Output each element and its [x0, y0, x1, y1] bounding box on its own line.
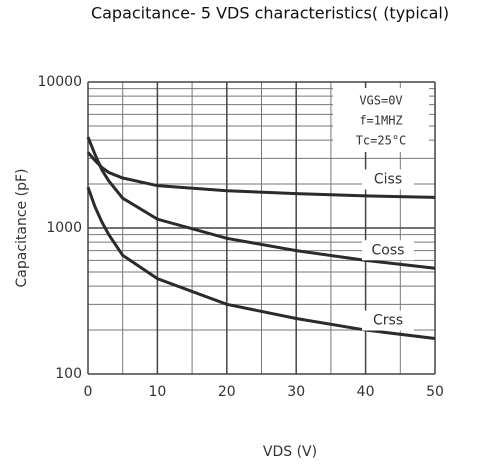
series-label: Crss [373, 313, 403, 329]
y-tick-label: 1000 [46, 220, 82, 236]
x-axis-label: VDS (V) [263, 444, 317, 460]
legend-bg [362, 310, 414, 331]
annotation: f=1MHZ [359, 114, 402, 128]
line-series [86, 186, 436, 341]
x-tick-label: 20 [218, 384, 236, 400]
series-label: Ciss [374, 171, 402, 187]
line-series [86, 136, 436, 270]
x-tick-label: 10 [148, 384, 166, 400]
legend-bg [362, 169, 414, 190]
chart-title: Capacitance- 5 VDS characteristics( (typ… [91, 4, 449, 23]
series-label: Coss [372, 242, 405, 258]
x-tick-label: 40 [357, 384, 375, 400]
legend-bg [362, 240, 414, 261]
x-tick-label: 30 [287, 384, 305, 400]
x-tick-label: 50 [426, 384, 444, 400]
y-tick-label: 10000 [37, 74, 82, 90]
annotation: Tc=25°C [356, 134, 407, 148]
y-tick-label: 100 [55, 366, 82, 382]
x-tick-label: 0 [84, 384, 93, 400]
y-axis-label: Capacitance (pF) [14, 169, 30, 288]
annotation-box [333, 88, 429, 152]
annotation: VGS=0V [359, 94, 402, 108]
